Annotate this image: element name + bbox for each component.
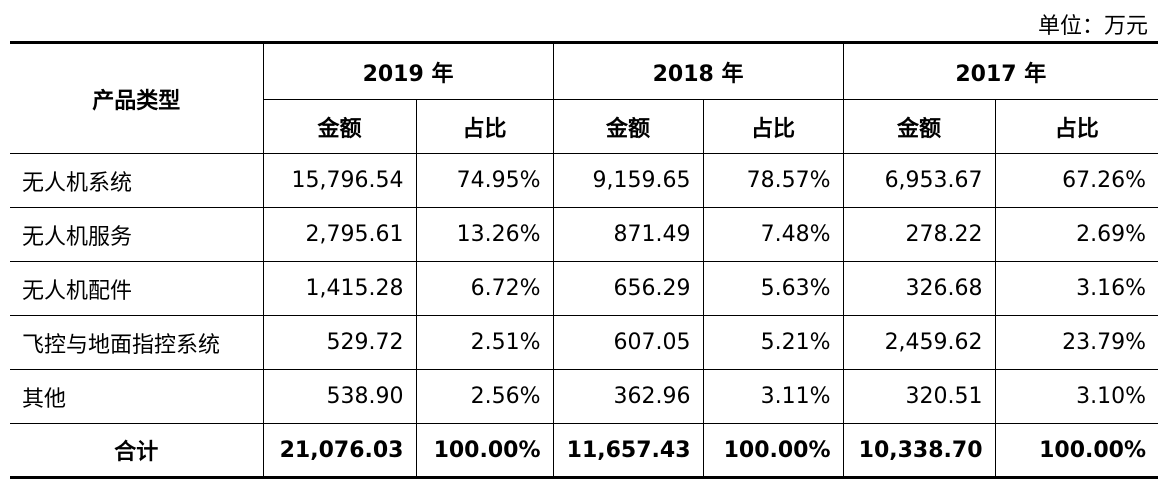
total-label: 合计 <box>10 423 264 479</box>
amount-header: 金额 <box>552 99 704 154</box>
amount-cell: 529.72 <box>262 315 417 370</box>
ratio-cell: 78.57% <box>702 153 844 208</box>
amount-cell: 15,796.54 <box>262 153 417 208</box>
amount-cell: 326.68 <box>842 261 996 316</box>
row-label: 飞控与地面指控系统 <box>10 315 264 370</box>
amount-cell: 607.05 <box>552 315 704 370</box>
amount-cell: 278.22 <box>842 207 996 262</box>
revenue-table: 产品类型 2019 年 2018 年 2017 年 金额 占比 金额 占比 金额… <box>10 41 1159 479</box>
ratio-cell: 5.21% <box>702 315 844 370</box>
unit-label: 单位：万元 <box>1037 14 1148 39</box>
product-type-header: 产品类型 <box>10 41 264 154</box>
ratio-cell: 5.63% <box>702 261 844 316</box>
ratio-cell: 3.16% <box>994 261 1159 316</box>
table-row: 无人机配件 1,415.28 6.72% 656.29 5.63% 326.68… <box>10 261 1159 316</box>
ratio-cell: 3.10% <box>994 369 1159 424</box>
row-label: 无人机系统 <box>10 153 264 208</box>
amount-cell: 871.49 <box>552 207 704 262</box>
ratio-cell: 2.69% <box>994 207 1159 262</box>
amount-cell: 9,159.65 <box>552 153 704 208</box>
ratio-cell: 2.51% <box>415 315 554 370</box>
amount-header: 金额 <box>842 99 996 154</box>
total-amount-cell: 21,076.03 <box>262 423 417 479</box>
ratio-cell: 74.95% <box>415 153 554 208</box>
table-row: 无人机系统 15,796.54 74.95% 9,159.65 78.57% 6… <box>10 153 1159 208</box>
total-amount-cell: 10,338.70 <box>842 423 996 479</box>
total-amount-cell: 11,657.43 <box>552 423 704 479</box>
total-row: 合计 21,076.03 100.00% 11,657.43 100.00% 1… <box>10 423 1159 479</box>
year-header-2017: 2017 年 <box>842 41 1159 100</box>
ratio-cell: 2.56% <box>415 369 554 424</box>
row-label: 其他 <box>10 369 264 424</box>
amount-cell: 2,795.61 <box>262 207 417 262</box>
amount-cell: 6,953.67 <box>842 153 996 208</box>
total-ratio-cell: 100.00% <box>415 423 554 479</box>
table-row: 其他 538.90 2.56% 362.96 3.11% 320.51 3.10… <box>10 369 1159 424</box>
amount-cell: 656.29 <box>552 261 704 316</box>
amount-cell: 538.90 <box>262 369 417 424</box>
amount-header: 金额 <box>263 99 417 154</box>
ratio-header: 占比 <box>994 99 1159 154</box>
row-label: 无人机配件 <box>10 261 264 316</box>
ratio-cell: 3.11% <box>702 369 844 424</box>
header-row-columns: 金额 占比 金额 占比 金额 占比 <box>10 99 1159 154</box>
table-row: 无人机服务 2,795.61 13.26% 871.49 7.48% 278.2… <box>10 207 1159 262</box>
ratio-cell: 13.26% <box>415 207 554 262</box>
ratio-cell: 7.48% <box>702 207 844 262</box>
year-header-2019: 2019 年 <box>262 41 554 100</box>
ratio-header: 占比 <box>702 99 844 154</box>
ratio-header: 占比 <box>415 99 554 154</box>
amount-cell: 1,415.28 <box>262 261 417 316</box>
amount-cell: 2,459.62 <box>842 315 996 370</box>
year-header-2018: 2018 年 <box>552 41 844 100</box>
header-row-years: 产品类型 2019 年 2018 年 2017 年 <box>10 41 1159 154</box>
ratio-cell: 67.26% <box>994 153 1159 208</box>
table-row: 飞控与地面指控系统 529.72 2.51% 607.05 5.21% 2,45… <box>10 315 1159 370</box>
ratio-cell: 6.72% <box>415 261 554 316</box>
amount-cell: 362.96 <box>552 369 704 424</box>
amount-cell: 320.51 <box>842 369 996 424</box>
row-label: 无人机服务 <box>10 207 264 262</box>
total-ratio-cell: 100.00% <box>994 423 1159 479</box>
total-ratio-cell: 100.00% <box>702 423 844 479</box>
ratio-cell: 23.79% <box>994 315 1159 370</box>
